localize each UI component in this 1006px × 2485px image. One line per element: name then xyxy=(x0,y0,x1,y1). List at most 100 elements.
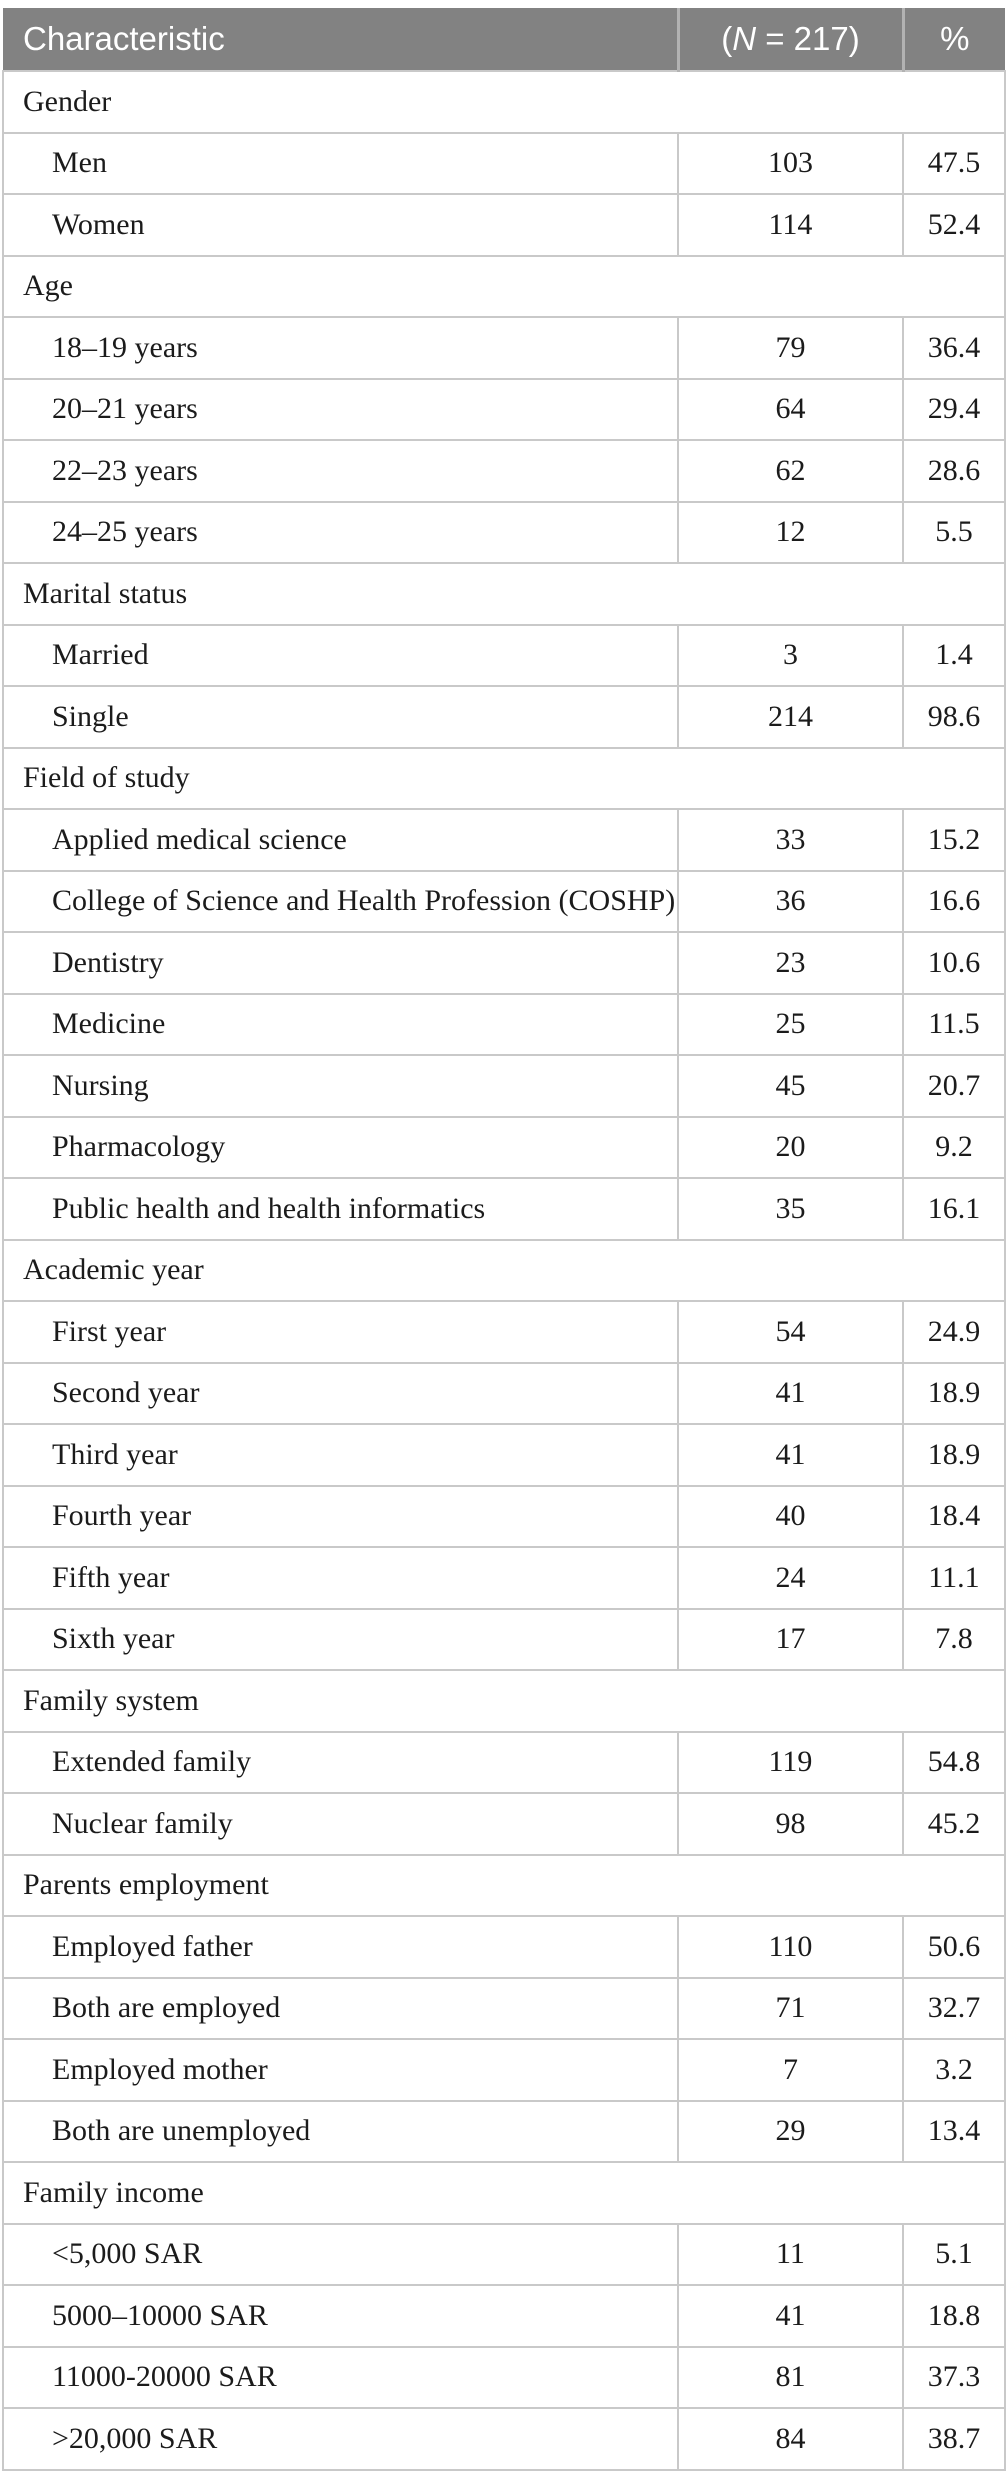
section-label: Family income xyxy=(2,2161,1006,2225)
section-header-row: Family income xyxy=(2,2161,1006,2225)
row-label: 20–21 years xyxy=(2,377,679,441)
row-percent: 52.4 xyxy=(902,193,1006,257)
column-header-percent: % xyxy=(901,8,1005,71)
row-percent: 20.7 xyxy=(902,1054,1006,1118)
row-count: 214 xyxy=(677,685,904,749)
table-row: Men 103 47.5 xyxy=(2,131,1006,195)
row-label: >20,000 SAR xyxy=(2,2407,679,2471)
row-label: 5000–10000 SAR xyxy=(2,2284,679,2348)
row-count: 24 xyxy=(677,1546,904,1610)
row-percent: 18.4 xyxy=(902,1484,1006,1548)
row-label: Applied medical science xyxy=(2,808,679,872)
row-count: 103 xyxy=(677,131,904,195)
table-row: Pharmacology 20 9.2 xyxy=(2,1115,1006,1179)
row-percent: 3.2 xyxy=(902,2038,1006,2102)
table-body: Gender Men 103 47.5 Women 114 52.4 Age 18–19 yea… xyxy=(2,70,1006,2471)
row-count: 40 xyxy=(677,1484,904,1548)
table-row: Sixth year 17 7.8 xyxy=(2,1607,1006,1671)
row-percent: 18.9 xyxy=(902,1361,1006,1425)
table-row: 18–19 years 79 36.4 xyxy=(2,316,1006,380)
n-value-text: = 217) xyxy=(756,20,860,57)
table-row: Both are employed 71 32.7 xyxy=(2,1976,1006,2040)
table-row: Second year 41 18.9 xyxy=(2,1361,1006,1425)
section-label: Academic year xyxy=(2,1238,1006,1302)
table-row: Employed mother 7 3.2 xyxy=(2,2038,1006,2102)
row-percent: 54.8 xyxy=(902,1730,1006,1794)
row-label: Medicine xyxy=(2,992,679,1056)
row-percent: 36.4 xyxy=(902,316,1006,380)
table-row: >20,000 SAR 84 38.7 xyxy=(2,2407,1006,2471)
section-header-row: Age xyxy=(2,254,1006,318)
row-label: First year xyxy=(2,1300,679,1364)
row-count: 79 xyxy=(677,316,904,380)
row-percent: 45.2 xyxy=(902,1792,1006,1856)
row-percent: 32.7 xyxy=(902,1976,1006,2040)
section-header-row: Marital status xyxy=(2,562,1006,626)
row-count: 41 xyxy=(677,1361,904,1425)
characteristics-table: Characteristic (N = 217) % Gender Men 103 4… xyxy=(2,8,1006,2471)
row-label: Both are employed xyxy=(2,1976,679,2040)
table-row: Public health and health informatics 35 16… xyxy=(2,1177,1006,1241)
row-label: Fourth year xyxy=(2,1484,679,1548)
row-percent: 38.7 xyxy=(902,2407,1006,2471)
table-header-row: Characteristic (N = 217) % xyxy=(3,8,1005,71)
row-count: 81 xyxy=(677,2345,904,2409)
table-row: Medicine 25 11.5 xyxy=(2,992,1006,1056)
row-count: 41 xyxy=(677,2284,904,2348)
row-label: Men xyxy=(2,131,679,195)
row-count: 33 xyxy=(677,808,904,872)
row-percent: 9.2 xyxy=(902,1115,1006,1179)
row-percent: 11.5 xyxy=(902,992,1006,1056)
table-row: 5000–10000 SAR 41 18.8 xyxy=(2,2284,1006,2348)
section-label: Marital status xyxy=(2,562,1006,626)
table-row: First year 54 24.9 xyxy=(2,1300,1006,1364)
table-row: Nuclear family 98 45.2 xyxy=(2,1792,1006,1856)
row-label: 22–23 years xyxy=(2,439,679,503)
row-label: Employed father xyxy=(2,1915,679,1979)
row-count: 35 xyxy=(677,1177,904,1241)
row-count: 12 xyxy=(677,500,904,564)
row-percent: 5.5 xyxy=(902,500,1006,564)
row-label: 24–25 years xyxy=(2,500,679,564)
percent-symbol: % xyxy=(940,20,970,57)
row-label: Second year xyxy=(2,1361,679,1425)
n-open-paren: ( xyxy=(721,20,733,57)
table-header: Characteristic (N = 217) % xyxy=(3,8,1005,71)
n-symbol: N xyxy=(732,20,757,57)
row-count: 54 xyxy=(677,1300,904,1364)
row-count: 64 xyxy=(677,377,904,441)
row-label: Sixth year xyxy=(2,1607,679,1671)
table-row: 11000-20000 SAR 81 37.3 xyxy=(2,2345,1006,2409)
row-label: Nursing xyxy=(2,1054,679,1118)
row-percent: 7.8 xyxy=(902,1607,1006,1671)
section-label: Parents employment xyxy=(2,1853,1006,1917)
row-label: Married xyxy=(2,623,679,687)
section-label: Gender xyxy=(2,70,1006,134)
row-count: 71 xyxy=(677,1976,904,2040)
row-percent: 29.4 xyxy=(902,377,1006,441)
row-count: 114 xyxy=(677,193,904,257)
table-row: Dentistry 23 10.6 xyxy=(2,931,1006,995)
row-count: 45 xyxy=(677,1054,904,1118)
row-percent: 37.3 xyxy=(902,2345,1006,2409)
characteristics-table-container: Characteristic (N = 217) % Gender Men 103 4… xyxy=(2,8,1006,2471)
row-label: College of Science and Health Profession… xyxy=(2,869,679,933)
table-row: Women 114 52.4 xyxy=(2,193,1006,257)
table-row: Applied medical science 33 15.2 xyxy=(2,808,1006,872)
row-percent: 10.6 xyxy=(902,931,1006,995)
row-label: Women xyxy=(2,193,679,257)
row-percent: 18.8 xyxy=(902,2284,1006,2348)
row-percent: 16.6 xyxy=(902,869,1006,933)
row-count: 3 xyxy=(677,623,904,687)
section-header-row: Family system xyxy=(2,1669,1006,1733)
section-label: Age xyxy=(2,254,1006,318)
row-label: Extended family xyxy=(2,1730,679,1794)
row-label: 11000-20000 SAR xyxy=(2,2345,679,2409)
row-label: Single xyxy=(2,685,679,749)
table-row: Fourth year 40 18.4 xyxy=(2,1484,1006,1548)
section-label: Field of study xyxy=(2,746,1006,810)
table-row: Employed father 110 50.6 xyxy=(2,1915,1006,1979)
column-header-characteristic-label: Characteristic xyxy=(23,20,225,57)
row-count: 11 xyxy=(677,2222,904,2286)
row-percent: 28.6 xyxy=(902,439,1006,503)
